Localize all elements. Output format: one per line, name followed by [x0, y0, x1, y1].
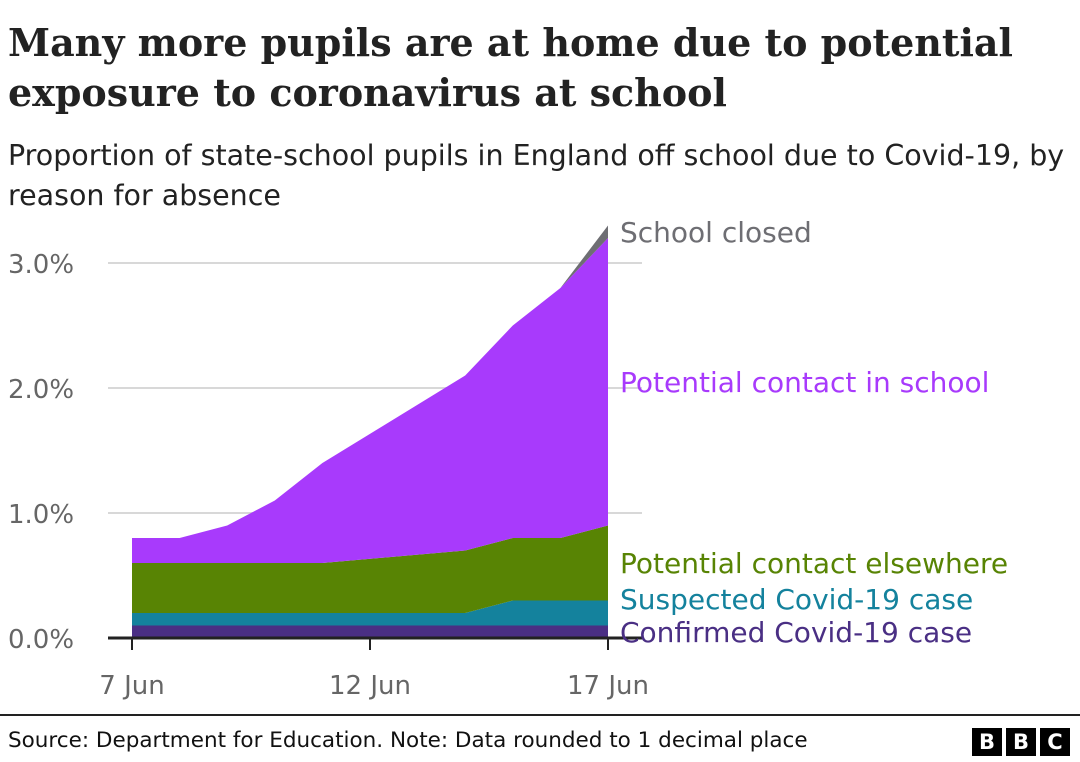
series-label-suspected-covid-19-case: Suspected Covid-19 case [620, 583, 973, 616]
series-label-confirmed-covid-19-case: Confirmed Covid-19 case [620, 616, 972, 649]
y-tick-label: 2.0% [8, 375, 74, 405]
x-axis: 7 Jun 12 Jun 17 Jun [99, 636, 649, 701]
series-label-potential-contact-elsewhere: Potential contact elsewhere [620, 547, 1008, 580]
area-confirmed-covid-19-case [132, 625, 608, 638]
grid-lines: 0.0% 1.0% 2.0% 3.0% [8, 250, 642, 655]
area-potential-contact-elsewhere [132, 525, 608, 613]
series-label-potential-contact-in-school: Potential contact in school [620, 366, 989, 399]
logo-letter-b2: B [1006, 728, 1036, 756]
series-label-school-closed: School closed [620, 216, 812, 249]
area-series [132, 225, 608, 638]
y-tick-label: 0.0% [8, 625, 74, 655]
x-tick-label: 7 Jun [99, 671, 164, 701]
y-tick-label: 1.0% [8, 500, 74, 530]
logo-letter-b1: B [972, 728, 1002, 756]
footer: Source: Department for Education. Note: … [0, 714, 1080, 762]
chart-subtitle: Proportion of state-school pupils in Eng… [8, 139, 1065, 212]
chart-title: Many more pupils are at home due to pote… [8, 20, 1013, 115]
y-tick-label: 3.0% [8, 250, 74, 280]
stacked-area-chart: 0.0% 1.0% 2.0% 3.0% 7 Jun 12 Jun 17 Jun Confi… [8, 216, 1008, 701]
logo-letter-c: C [1040, 728, 1070, 756]
source-note: Source: Department for Education. Note: … [8, 728, 808, 753]
x-tick-label: 12 Jun [329, 671, 411, 701]
bbc-logo: B B C [972, 728, 1070, 756]
x-tick-label: 17 Jun [567, 671, 649, 701]
area-potential-contact-in-school [132, 238, 608, 563]
